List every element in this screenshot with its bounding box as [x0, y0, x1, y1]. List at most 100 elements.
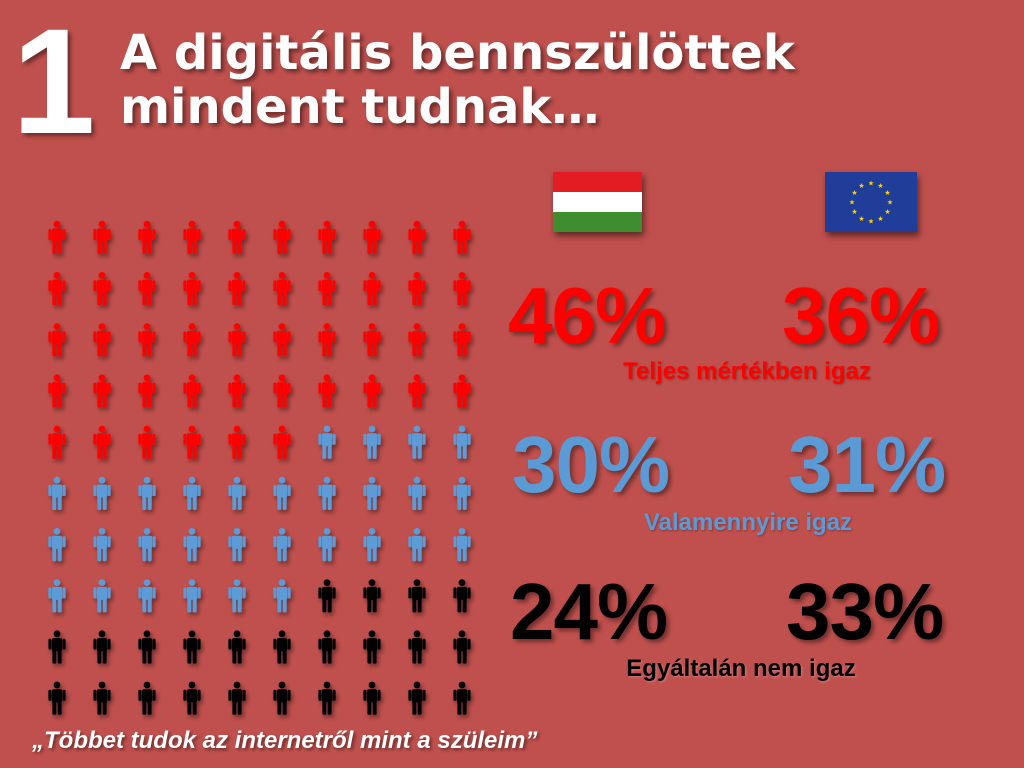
person-icon-fully-true	[183, 374, 201, 408]
person-icon-somewhat-true	[48, 476, 66, 510]
eu-star-icon: ★	[849, 199, 855, 207]
person-icon-fully-true	[318, 220, 336, 254]
person-icon-not-true	[363, 681, 381, 715]
person-icon-fully-true	[408, 220, 426, 254]
slide-title: A digitális bennszülöttek mindent tudnak…	[120, 26, 920, 134]
eu-flag-icon: ★ ★ ★ ★ ★ ★ ★ ★ ★ ★ ★ ★	[825, 172, 917, 232]
person-icon-fully-true	[228, 425, 246, 459]
person-icon-fully-true	[138, 425, 156, 459]
eu-star-icon: ★	[877, 215, 883, 223]
person-icon-not-true	[453, 630, 471, 664]
eu-star-icon: ★	[858, 215, 864, 223]
hungary-flag-red-stripe	[553, 172, 642, 192]
person-icon-not-true	[318, 630, 336, 664]
person-icon-fully-true	[228, 374, 246, 408]
person-icon-somewhat-true	[453, 528, 471, 562]
person-icon-not-true	[453, 579, 471, 613]
person-icon-not-true	[273, 630, 291, 664]
person-icon-somewhat-true	[408, 476, 426, 510]
pct-hu-fully-true: 46%	[508, 271, 666, 360]
person-icon-fully-true	[228, 323, 246, 357]
person-icon-fully-true	[183, 272, 201, 306]
person-icon-not-true	[453, 681, 471, 715]
person-icon-somewhat-true	[318, 528, 336, 562]
person-icon-not-true	[48, 630, 66, 664]
hungary-flag-white-stripe	[553, 192, 642, 212]
person-icon-fully-true	[453, 374, 471, 408]
person-icon-somewhat-true	[48, 528, 66, 562]
person-icon-fully-true	[48, 425, 66, 459]
person-icon-fully-true	[363, 272, 381, 306]
person-icon-somewhat-true	[273, 579, 291, 613]
person-icon-fully-true	[408, 374, 426, 408]
person-icon-not-true	[408, 681, 426, 715]
person-icon-not-true	[228, 630, 246, 664]
person-icon-fully-true	[138, 374, 156, 408]
person-icon-fully-true	[363, 374, 381, 408]
person-icon-not-true	[363, 579, 381, 613]
person-icon-fully-true	[453, 272, 471, 306]
eu-star-icon: ★	[868, 180, 874, 188]
person-icon-fully-true	[318, 323, 336, 357]
person-icon-somewhat-true	[363, 476, 381, 510]
person-icon-not-true	[318, 579, 336, 613]
person-icon-somewhat-true	[408, 528, 426, 562]
person-icon-fully-true	[408, 323, 426, 357]
person-icon-fully-true	[183, 220, 201, 254]
person-icon-not-true	[318, 681, 336, 715]
person-icon-somewhat-true	[93, 528, 111, 562]
pct-eu-not-true: 33%	[786, 567, 944, 656]
person-icon-not-true	[93, 630, 111, 664]
category-label-somewhat-true: Valamennyire igaz	[643, 509, 853, 536]
person-icon-somewhat-true	[363, 528, 381, 562]
person-icon-fully-true	[48, 323, 66, 357]
person-icon-somewhat-true	[93, 476, 111, 510]
person-icon-fully-true	[273, 425, 291, 459]
person-icon-not-true	[183, 681, 201, 715]
eu-flag-stars: ★ ★★★★★★★★★★★	[849, 180, 893, 226]
eu-star-icon: ★	[884, 208, 890, 216]
eu-star-icon: ★	[868, 218, 874, 226]
person-icon-somewhat-true	[183, 528, 201, 562]
person-icon-fully-true	[228, 272, 246, 306]
person-icon-not-true	[363, 630, 381, 664]
eu-star-icon: ★	[877, 182, 883, 190]
person-icon-fully-true	[48, 272, 66, 306]
person-icon-fully-true	[93, 374, 111, 408]
person-icon-fully-true	[228, 220, 246, 254]
person-icon-not-true	[138, 630, 156, 664]
person-icon-somewhat-true	[183, 476, 201, 510]
person-icon-fully-true	[138, 272, 156, 306]
title-line-2: mindent tudnak…	[120, 79, 600, 135]
person-icon-fully-true	[273, 220, 291, 254]
person-icon-somewhat-true	[408, 425, 426, 459]
person-icon-somewhat-true	[138, 579, 156, 613]
person-icon-fully-true	[363, 323, 381, 357]
person-icon-somewhat-true	[453, 476, 471, 510]
pictogram-grid	[48, 220, 471, 715]
person-icon-somewhat-true	[318, 476, 336, 510]
person-icon-somewhat-true	[138, 476, 156, 510]
person-icon-fully-true	[363, 220, 381, 254]
person-icon-fully-true	[93, 323, 111, 357]
person-icon-fully-true	[183, 323, 201, 357]
person-icon-somewhat-true	[273, 528, 291, 562]
person-icon-not-true	[48, 681, 66, 715]
person-icon-somewhat-true	[453, 425, 471, 459]
person-icon-somewhat-true	[318, 425, 336, 459]
person-icon-not-true	[93, 681, 111, 715]
person-icon-fully-true	[93, 220, 111, 254]
person-icon-fully-true	[273, 323, 291, 357]
person-icon-fully-true	[138, 220, 156, 254]
person-icon-fully-true	[453, 323, 471, 357]
pct-eu-fully-true: 36%	[782, 271, 940, 360]
eu-star-icon: ★	[851, 189, 857, 197]
eu-star-icon: ★	[884, 189, 890, 197]
person-icon-fully-true	[318, 374, 336, 408]
person-icon-somewhat-true	[183, 579, 201, 613]
person-icon-somewhat-true	[228, 579, 246, 613]
person-icon-not-true	[408, 579, 426, 613]
person-icon-not-true	[138, 681, 156, 715]
person-icon-somewhat-true	[228, 528, 246, 562]
person-icon-fully-true	[138, 323, 156, 357]
